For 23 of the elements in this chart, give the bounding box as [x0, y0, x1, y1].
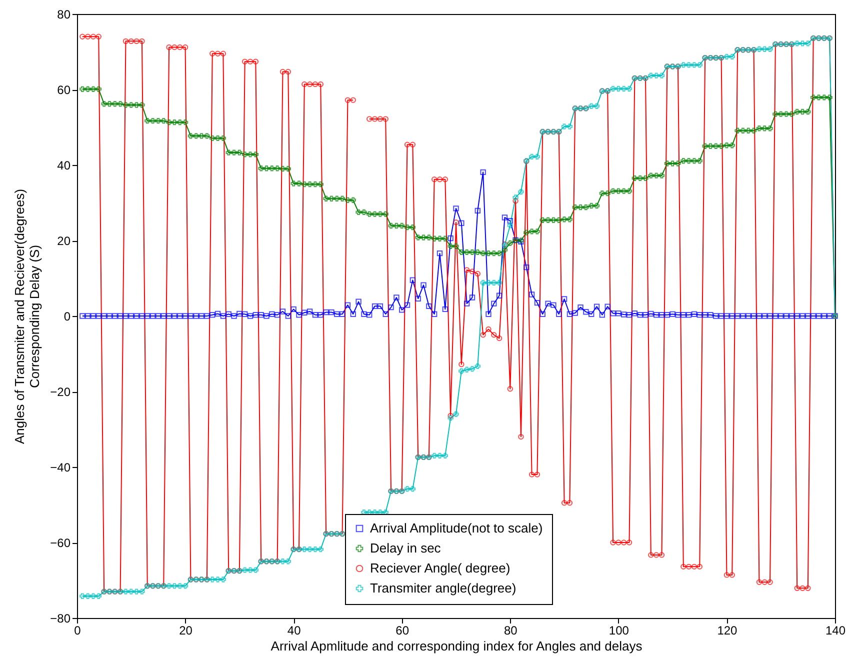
y-axis-title: Angles of Transmiter and Reciever(degrees) Corresponding Delay (S)	[12, 188, 42, 444]
y-tick-label: 80	[57, 8, 71, 22]
y-tick-label: 20	[57, 234, 71, 248]
y-tick-label: 60	[57, 83, 71, 97]
y-tick-label: 0	[64, 310, 71, 324]
x-tick-label: 20	[179, 624, 193, 638]
y-tick-label: −80	[50, 612, 71, 626]
x-tick-label: 80	[504, 624, 518, 638]
y-tick-label: −40	[50, 460, 71, 474]
legend-label: Delay in sec	[370, 540, 442, 556]
y-tick-label: 40	[57, 158, 71, 172]
x-axis-title: Arrival Apmlitude and corresponding index for Angles and delays	[270, 638, 643, 654]
legend-label: Reciever Angle( degree)	[370, 560, 510, 576]
legend-label: Arrival Amplitude(not to scale)	[370, 520, 543, 536]
legend-label: Transmiter angle(degree)	[370, 580, 516, 596]
x-tick-label: 0	[74, 624, 82, 638]
x-tick-label: 60	[396, 624, 410, 638]
x-tick-label: 120	[717, 624, 738, 638]
x-tick-label: 100	[608, 624, 630, 638]
x-tick-label: 40	[287, 624, 302, 638]
y-tick-label: −20	[50, 385, 71, 399]
x-tick-label: 140	[825, 624, 846, 638]
y-tick-label: −60	[50, 536, 71, 550]
